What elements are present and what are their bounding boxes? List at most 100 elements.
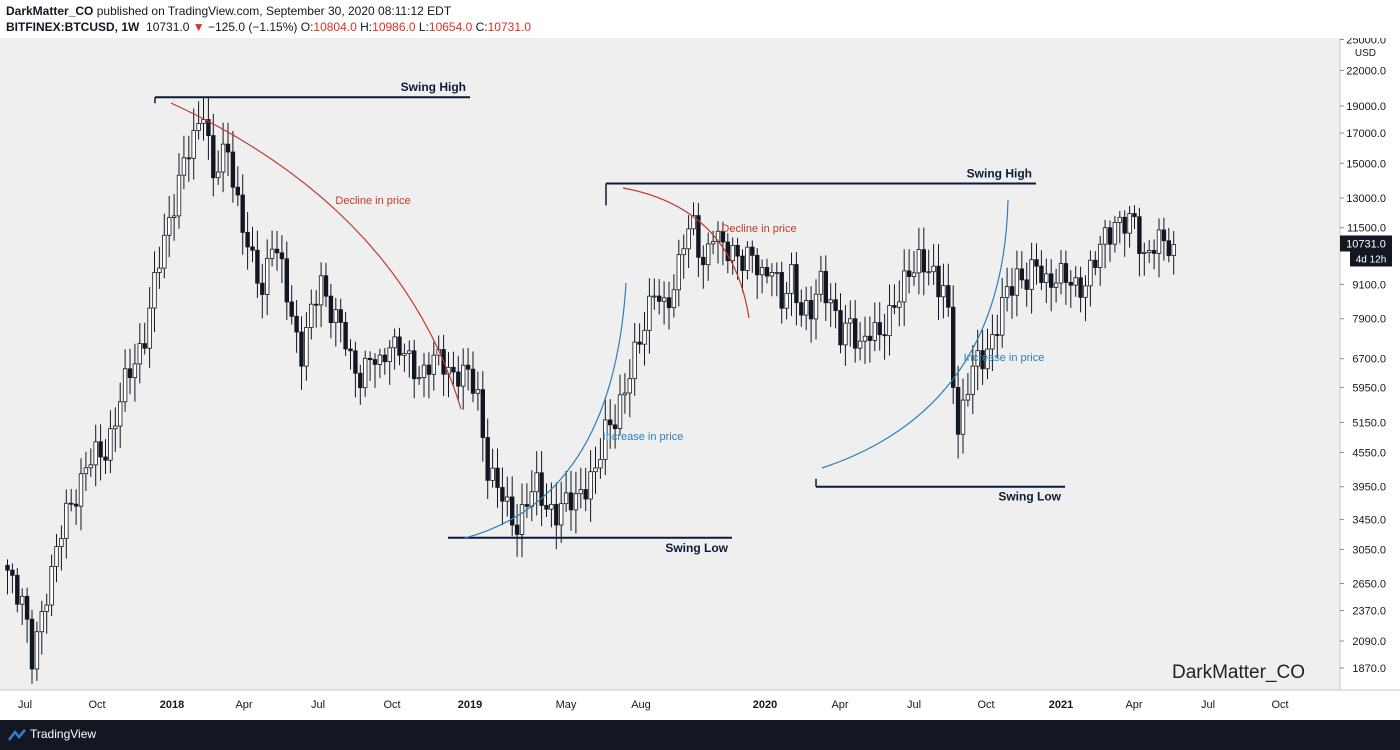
candle-down — [186, 157, 191, 160]
candle-up — [191, 130, 196, 159]
candle-up — [201, 119, 206, 124]
y-tick-label: 2650.0 — [1352, 578, 1386, 590]
tradingview-brand[interactable]: TradingView — [30, 727, 97, 741]
y-tick-label: 2090.0 — [1352, 636, 1386, 648]
candle-down — [323, 275, 329, 297]
candle-up — [1147, 250, 1152, 253]
candle-up — [916, 249, 922, 274]
candle-down — [1166, 240, 1171, 256]
candle-up — [490, 467, 495, 481]
candle-up — [573, 493, 579, 511]
candle-up — [157, 267, 162, 273]
candlestick-chart[interactable]: 25000.0 22000.0 19000.0 17000.0 15000.0 13000… — [0, 38, 1400, 720]
candle-up — [769, 272, 775, 277]
last-price: 10731.0 — [146, 20, 190, 34]
candle-down — [1049, 273, 1054, 288]
candle-up — [789, 264, 794, 294]
candle-up — [960, 399, 966, 435]
candle-up — [784, 292, 789, 309]
candle-up — [598, 458, 603, 469]
candle-up — [818, 270, 824, 295]
annotation-label: Decline in price — [335, 195, 410, 207]
candle-up — [387, 347, 392, 363]
candle-down — [98, 441, 103, 458]
candle-up — [152, 272, 157, 309]
candle-up — [970, 365, 975, 395]
candle-down — [225, 143, 231, 153]
candle-up — [392, 336, 397, 349]
candle-up — [647, 295, 652, 331]
candle-down — [348, 348, 353, 352]
low-value: 10654.0 — [428, 20, 473, 34]
candle-down — [353, 350, 358, 374]
price-label-box — [1340, 235, 1392, 252]
candle-down — [657, 295, 662, 302]
candle-down — [397, 336, 402, 356]
candle-down — [882, 334, 887, 337]
candle-down — [750, 246, 755, 256]
candle-up — [1112, 222, 1118, 245]
candle-up — [118, 401, 123, 427]
candle-up — [622, 392, 628, 396]
down-triangle-icon: ▼ — [192, 20, 205, 34]
candle-up — [505, 496, 510, 502]
candle-down — [245, 231, 250, 248]
candle-down — [103, 456, 108, 461]
candle-down — [328, 295, 334, 323]
candle-down — [755, 254, 760, 276]
candle-up — [88, 464, 93, 469]
candle-up — [828, 299, 833, 304]
candle-up — [1058, 263, 1064, 284]
candle-up — [897, 301, 902, 308]
candle-up — [416, 377, 422, 380]
candle-up — [377, 354, 383, 365]
candle-up — [132, 363, 138, 379]
candle-up — [137, 343, 142, 365]
candle-down — [568, 492, 574, 511]
y-tick-label: 2370.0 — [1352, 606, 1386, 618]
chart-header: DarkMatter_CO published on TradingView.c… — [0, 0, 1400, 38]
candle-up — [1014, 268, 1020, 296]
candle-down — [206, 119, 211, 136]
x-tick-label: Apr — [235, 699, 252, 711]
candle-up — [333, 309, 338, 323]
candle-down — [500, 487, 505, 502]
tradingview-logo-icon[interactable] — [8, 729, 26, 741]
swing-label: Swing Low — [665, 541, 728, 555]
annotation-label: Increase in price — [964, 352, 1045, 364]
candle-down — [284, 258, 289, 303]
candle-down — [1122, 216, 1127, 234]
candle-up — [872, 322, 877, 341]
author-name[interactable]: DarkMatter_CO — [6, 4, 94, 18]
candle-up — [1171, 244, 1176, 256]
candle-up — [122, 368, 128, 403]
symbol-label[interactable]: BITFINEX:BTCUSD, 1W — [6, 20, 140, 34]
annotation-label: Increase in price — [603, 431, 684, 443]
candle-down — [980, 350, 985, 370]
candle-up — [407, 350, 412, 354]
candle-down — [608, 419, 613, 426]
y-tick-label: 25000.0 — [1346, 38, 1386, 46]
price-axis-panel — [1340, 38, 1400, 720]
candle-down — [127, 368, 133, 379]
candle-up — [593, 467, 598, 473]
y-tick-label: 5950.0 — [1352, 382, 1386, 394]
x-tick-label: 2019 — [458, 699, 482, 711]
candle-down — [735, 244, 740, 257]
open-value: 10804.0 — [313, 20, 357, 34]
price-change: −125.0 (−1.15%) — [207, 20, 298, 34]
x-tick-label: Jul — [311, 699, 325, 711]
high-label: H: — [360, 20, 373, 34]
candle-down — [1078, 277, 1083, 298]
candle-up — [1127, 213, 1132, 234]
candle-up — [147, 307, 152, 349]
candle-up — [78, 473, 84, 507]
candle-up — [59, 538, 64, 547]
candle-up — [519, 504, 525, 535]
trend-curve — [622, 187, 750, 319]
candle-up — [661, 297, 667, 302]
candle-down — [470, 368, 476, 394]
candle-down — [338, 309, 343, 323]
candle-up — [402, 352, 407, 356]
candle-up — [774, 272, 779, 274]
